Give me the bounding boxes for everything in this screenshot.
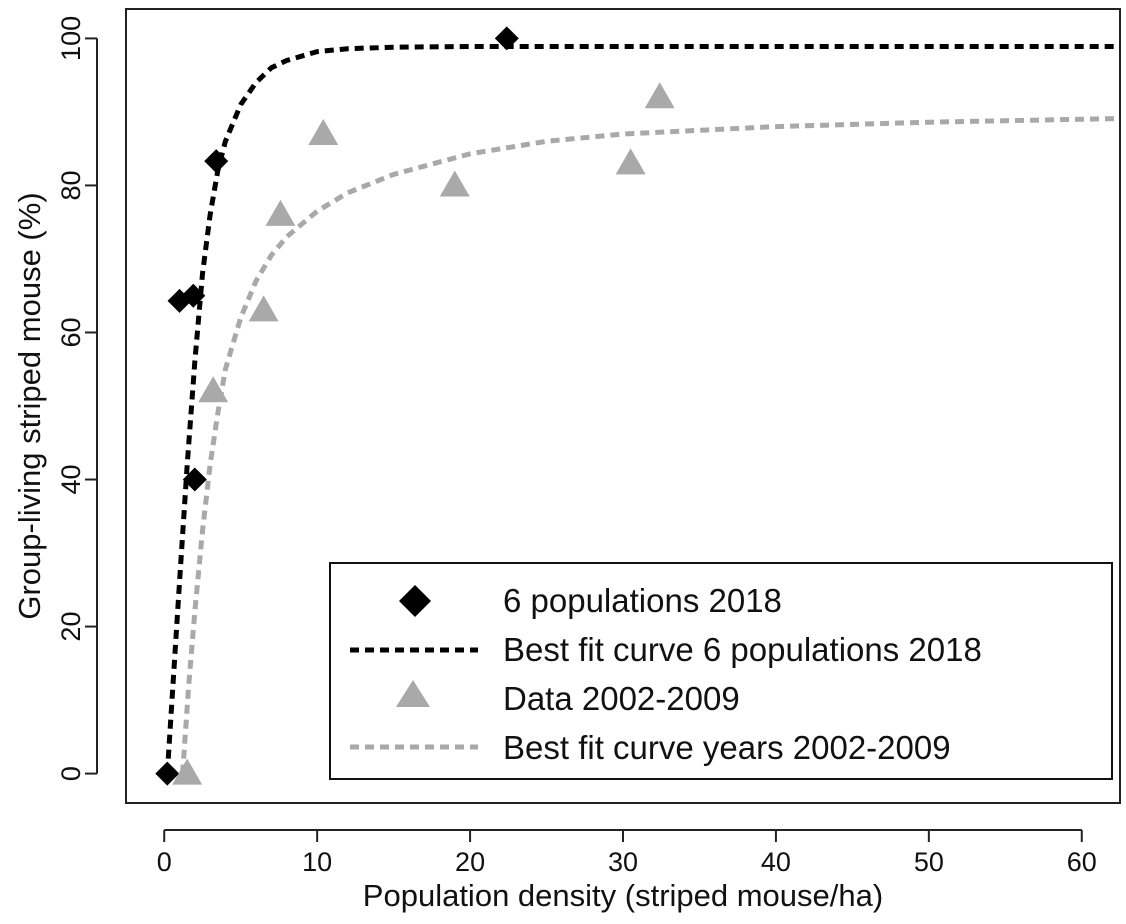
x-tick-label: 30 (608, 847, 638, 877)
points-layer (155, 26, 675, 786)
x-axis: 0 10 20 30 40 50 60 (157, 829, 1097, 877)
x-tick-label: 60 (1067, 847, 1097, 877)
data-point-triangle (172, 758, 203, 785)
legend-label-best-fit-2018: Best fit curve 6 populations 2018 (503, 631, 982, 668)
plot-frame (125, 8, 1121, 804)
legend-triangle-marker (396, 680, 430, 707)
y-tick-label: 20 (56, 612, 86, 642)
best-fit-curve (164, 44, 1120, 774)
data-point-diamond (494, 26, 519, 51)
y-axis-title: Group-living striped mouse (%) (12, 192, 47, 619)
data-point-triangle (198, 376, 229, 403)
data-point-diamond (204, 149, 229, 174)
legend-label-data-2002-2009: Data 2002-2009 (503, 680, 740, 717)
x-tick-label: 0 (157, 847, 172, 877)
x-tick-label: 20 (455, 847, 485, 877)
data-point-triangle (615, 148, 646, 175)
data-point-diamond (181, 283, 206, 308)
x-tick-label: 50 (914, 847, 944, 877)
legend: 6 populations 2018 Best fit curve 6 popu… (329, 562, 1113, 780)
best-fit-curve (180, 116, 1121, 774)
y-tick-label: 60 (56, 317, 86, 347)
x-tick-label: 10 (302, 847, 332, 877)
legend-label-6-populations: 6 populations 2018 (503, 582, 782, 619)
legend-box (329, 562, 1113, 780)
data-point-triangle (308, 118, 339, 145)
data-point-triangle (265, 199, 296, 226)
x-axis-title: Population density (striped mouse/ha) (363, 878, 883, 913)
data-point-diamond (182, 467, 207, 492)
x-tick-label: 40 (761, 847, 791, 877)
y-tick-label: 100 (56, 16, 86, 61)
curves-layer (164, 44, 1121, 774)
data-point-triangle (439, 170, 470, 197)
y-tick-label: 0 (56, 766, 86, 781)
data-point-triangle (644, 82, 675, 109)
legend-label-best-fit-2002-2009: Best fit curve years 2002-2009 (503, 729, 951, 766)
y-axis: 0 20 40 60 80 100 (56, 16, 98, 781)
y-tick-label: 80 (56, 170, 86, 200)
y-tick-label: 40 (56, 464, 86, 494)
data-point-triangle (248, 295, 279, 322)
data-point-diamond (155, 761, 180, 786)
legend-diamond-marker (399, 585, 431, 617)
